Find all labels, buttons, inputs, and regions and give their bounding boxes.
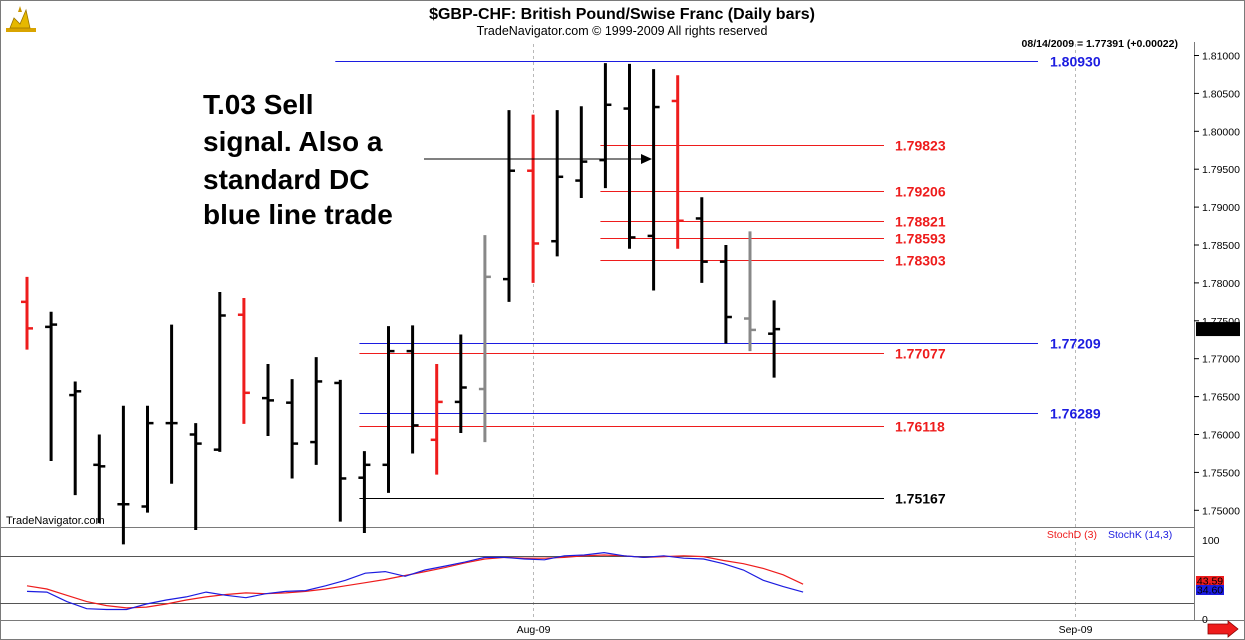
ohlc-bar <box>647 69 660 291</box>
ohlc-bar <box>189 423 202 531</box>
level-label: 1.77077 <box>895 346 946 362</box>
ohlc-bar <box>478 235 491 443</box>
level-label: 1.78593 <box>895 231 946 247</box>
price-tick-label: 1.78000 <box>1202 278 1240 290</box>
ohlc-bar <box>358 451 371 534</box>
level-label: 1.76289 <box>1050 406 1101 422</box>
date-axis: Aug-09 Sep-09 <box>517 624 1093 636</box>
ohlc-bar <box>599 63 612 189</box>
ohlc-bar <box>503 110 515 302</box>
ohlc-bar <box>671 75 684 249</box>
ohlc-bar <box>334 379 347 522</box>
price-tick-label: 1.81000 <box>1202 51 1240 63</box>
watermark-text: TradeNavigator.com <box>6 515 105 527</box>
annotation-line-3: standard DC <box>203 164 369 195</box>
stoch-tick-label: 0 <box>1202 614 1208 626</box>
level-label: 1.79823 <box>895 138 946 154</box>
ohlc-bar <box>527 114 540 283</box>
ohlc-bar <box>310 357 323 465</box>
ohlc-bars <box>21 63 781 545</box>
price-tick-label: 1.80000 <box>1202 126 1240 138</box>
ohlc-bar <box>695 197 708 283</box>
legend-stochk: StochK (14,3) <box>1108 529 1172 541</box>
ohlc-bar <box>141 405 154 513</box>
stoch-last-label: 43.59 <box>1197 576 1223 588</box>
stoch-last-box <box>1196 585 1224 595</box>
annotation-line-2: signal. Also a <box>203 126 383 157</box>
level-label: 1.78303 <box>895 253 946 269</box>
ohlc-bar <box>406 325 419 454</box>
ohlc-bar <box>575 106 588 199</box>
price-tick-label: 1.76000 <box>1202 430 1240 442</box>
last-quote-info: 08/14/2009 = 1.77391 (+0.00022) <box>1022 38 1178 50</box>
price-tick-label: 1.79500 <box>1202 164 1240 176</box>
annotation-arrowhead-icon <box>641 154 652 164</box>
legend-stochd: StochD (3) <box>1047 529 1097 541</box>
ohlc-bar <box>286 379 299 479</box>
ohlc-bar <box>117 405 130 545</box>
ohlc-bar <box>744 231 756 352</box>
price-tick-label: 1.76500 <box>1202 392 1240 404</box>
ohlc-bar <box>213 291 226 452</box>
ohlc-bar <box>237 298 250 424</box>
stoch-tick-label: 100 <box>1202 535 1220 547</box>
stoch-last-label: 34.60 <box>1197 585 1223 597</box>
ohlc-bar <box>45 311 58 462</box>
price-tick-label: 1.75500 <box>1202 467 1240 479</box>
copyright-subtitle: TradeNavigator.com © 1999-2009 All right… <box>477 24 768 38</box>
ohlc-bar <box>551 110 564 257</box>
ohlc-bar <box>623 63 636 249</box>
last-price-box <box>1196 322 1240 337</box>
ohlc-bar <box>454 334 467 433</box>
ohlc-bar <box>93 434 106 524</box>
annotation-line-4: blue line trade <box>203 199 393 230</box>
ohlc-bar <box>382 326 395 493</box>
ohlc-bar <box>430 364 443 475</box>
price-tick-label: 1.75000 <box>1202 505 1240 517</box>
price-tick-label: 1.78500 <box>1202 240 1240 252</box>
price-tick-label: 1.80500 <box>1202 88 1240 100</box>
last-price-label: 1.77391 <box>1199 324 1237 336</box>
chart-title: $GBP-CHF: British Pound/Swise Franc (Dai… <box>429 6 815 23</box>
stoch-last-box <box>1196 576 1224 586</box>
ohlc-bar <box>69 381 82 496</box>
ohlc-bar <box>719 245 732 344</box>
price-axis: 1.81000 1.80500 1.80000 1.79500 1.79000 1.785… <box>1194 51 1240 517</box>
annotation-line-1: T.03 Sell <box>203 89 314 120</box>
price-tick-label: 1.77000 <box>1202 354 1240 366</box>
level-label: 1.79206 <box>895 184 946 200</box>
date-tick-label: Sep-09 <box>1059 624 1093 636</box>
sell-signal-annotation: T.03 Sell signal. Also a standard DC blu… <box>203 89 652 230</box>
stoch-series-line <box>26 551 804 611</box>
level-label: 1.80930 <box>1050 54 1101 70</box>
scroll-right-arrow-icon[interactable] <box>1207 620 1239 638</box>
ohlc-bar <box>262 364 274 437</box>
ohlc-bar <box>21 276 33 350</box>
level-label: 1.78821 <box>895 214 946 230</box>
date-tick-label: Aug-09 <box>517 624 551 636</box>
level-label: 1.75167 <box>895 491 946 507</box>
level-label: 1.77209 <box>1050 336 1101 352</box>
ohlc-bar <box>768 300 781 378</box>
trade-navigator-logo-icon <box>6 6 36 32</box>
price-tick-label: 1.79000 <box>1202 202 1240 214</box>
ohlc-bar <box>165 324 178 484</box>
level-label: 1.76118 <box>895 419 945 435</box>
